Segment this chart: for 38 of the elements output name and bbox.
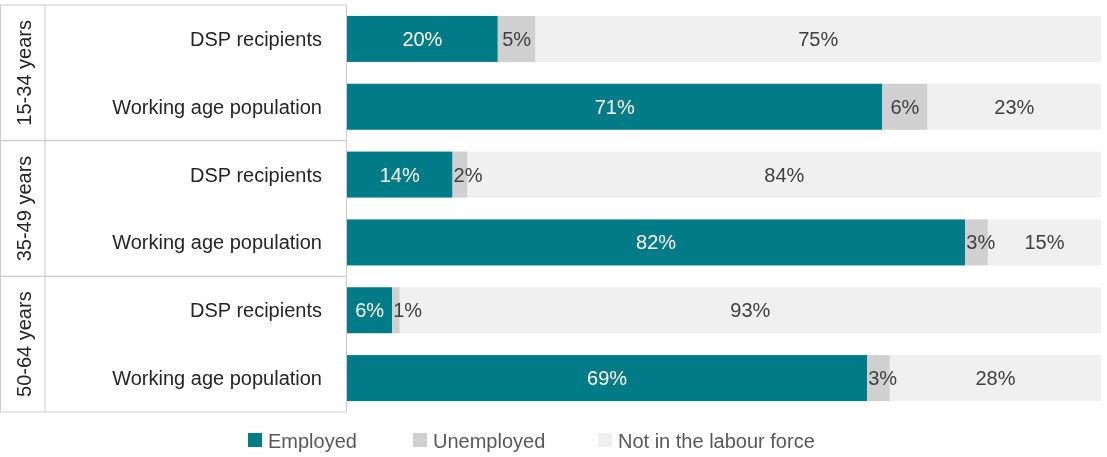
text: 35-49 years bbox=[13, 155, 35, 262]
legend-label: Employed bbox=[268, 430, 357, 452]
data-label: 3% bbox=[966, 231, 996, 254]
bar bbox=[347, 219, 966, 266]
data-label: 6% bbox=[890, 95, 920, 118]
y-tick-label: DSP recipients bbox=[190, 299, 322, 322]
text: 50-64 years bbox=[13, 291, 35, 397]
bar bbox=[347, 15, 498, 62]
data-label: 93% bbox=[730, 299, 771, 322]
data-label: 5% bbox=[502, 27, 532, 50]
y-tick-label: DSP recipients bbox=[190, 27, 322, 50]
data-label: 14% bbox=[379, 163, 421, 186]
data-label: 23% bbox=[994, 95, 1035, 118]
data-label: 69% bbox=[587, 367, 628, 390]
y-tick-label: Working age population bbox=[112, 231, 322, 254]
data-label: 75% bbox=[798, 27, 839, 50]
legend-label: Not in the labour force bbox=[618, 430, 815, 452]
bar bbox=[882, 83, 928, 130]
bar bbox=[347, 355, 868, 402]
data-label: 71% bbox=[594, 95, 635, 118]
data-label: 15% bbox=[1024, 231, 1065, 254]
y-tick-label: Working age population bbox=[112, 367, 322, 390]
data-label: 3% bbox=[868, 367, 898, 390]
data-label: 1% bbox=[393, 299, 423, 322]
bar bbox=[347, 151, 453, 198]
bar bbox=[347, 83, 883, 130]
legend-label: Unemployed bbox=[433, 430, 546, 452]
data-label: 84% bbox=[764, 163, 805, 186]
y-tick-label: Working age population bbox=[112, 95, 322, 118]
data-label: 82% bbox=[636, 231, 677, 254]
data-label: 20% bbox=[402, 27, 443, 50]
bar bbox=[927, 83, 1101, 130]
bar bbox=[535, 15, 1101, 62]
data-label: 2% bbox=[453, 163, 483, 186]
text: 15-34 years bbox=[13, 20, 35, 126]
data-label: 6% bbox=[355, 299, 385, 322]
y-tick-label: DSP recipients bbox=[190, 163, 322, 186]
data-label: 28% bbox=[975, 367, 1016, 390]
